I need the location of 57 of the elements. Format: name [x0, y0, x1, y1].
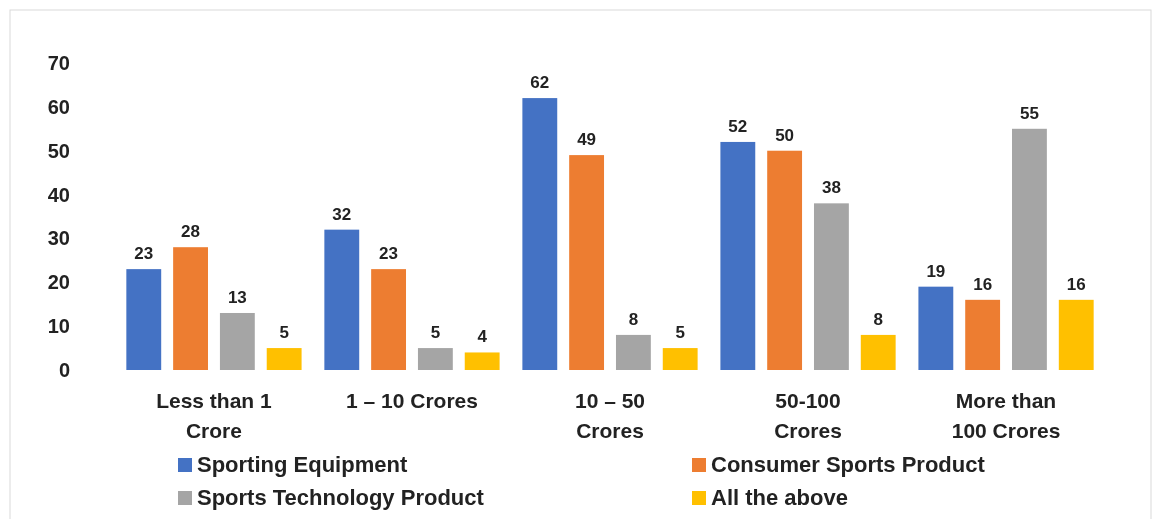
bar	[1012, 128, 1047, 370]
bar	[615, 334, 651, 370]
data-label: 5	[279, 323, 289, 343]
legend-label: Consumer Sports Product	[711, 452, 986, 477]
bar	[720, 141, 756, 370]
bar	[767, 150, 803, 370]
data-label: 52	[728, 116, 748, 136]
bar	[522, 98, 558, 370]
x-tick-label: 50-100 Crores	[774, 389, 842, 442]
x-tick-label: 1 – 10 Crores	[346, 389, 478, 412]
x-tick-label: 10 – 50 Crores	[574, 389, 646, 442]
y-tick-label: 10	[47, 315, 70, 338]
y-tick-label: 50	[47, 139, 70, 162]
data-label: 32	[332, 204, 352, 224]
data-label: 13	[227, 287, 247, 307]
bar	[126, 269, 162, 370]
legend-label: Sporting Equipment	[197, 452, 408, 477]
bar	[965, 299, 1001, 370]
x-tick-label: More than 100 Crores	[951, 389, 1061, 442]
data-label: 4	[477, 327, 488, 347]
data-label: 38	[821, 178, 841, 198]
y-tick-label: 70	[47, 52, 70, 74]
data-label: 55	[1019, 103, 1039, 123]
bar	[173, 247, 208, 370]
legend-label: Sports Technology Product	[197, 485, 485, 510]
bar	[813, 203, 849, 370]
y-tick-label: 40	[47, 183, 70, 206]
bar	[1058, 299, 1094, 370]
data-label: 8	[628, 309, 639, 329]
bar	[417, 348, 453, 370]
legend-label: All the above	[711, 485, 848, 510]
data-label: 23	[134, 244, 154, 264]
bar	[324, 229, 360, 370]
bar	[569, 155, 605, 370]
y-tick-label: 20	[47, 271, 70, 294]
bar	[860, 334, 896, 370]
data-label: 8	[873, 309, 883, 329]
data-label: 50	[775, 125, 795, 145]
y-tick-label: 60	[47, 95, 70, 118]
y-tick-label: 0	[58, 359, 70, 381]
data-label: 5	[430, 323, 441, 343]
data-label: 19	[926, 261, 946, 281]
data-label: 62	[530, 73, 550, 93]
y-tick-label: 30	[47, 227, 70, 250]
bar	[464, 352, 500, 370]
bar	[371, 269, 407, 370]
data-label: 5	[675, 323, 685, 343]
data-label: 16	[973, 274, 993, 294]
bar	[662, 348, 698, 370]
data-label: 16	[1066, 274, 1086, 294]
bar	[219, 312, 255, 370]
bar	[918, 286, 954, 370]
x-tick-label: Less than 1 Crore	[156, 389, 273, 442]
data-label: 28	[181, 222, 201, 242]
bar	[266, 348, 302, 370]
data-label: 49	[577, 130, 597, 150]
data-label: 23	[379, 244, 399, 264]
